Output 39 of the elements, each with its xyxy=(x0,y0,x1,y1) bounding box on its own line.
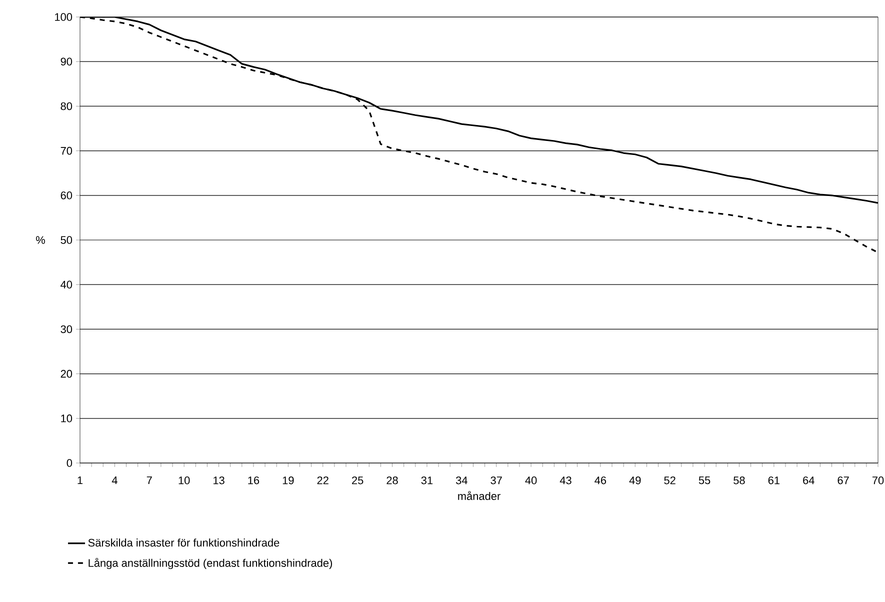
x-tick-label: 67 xyxy=(838,476,849,484)
y-tick-label: 40 xyxy=(60,280,72,288)
y-tick-label: 90 xyxy=(60,58,72,66)
x-tick-label: 58 xyxy=(734,476,745,484)
x-tick-label: 55 xyxy=(698,476,710,484)
x-tick-label: 52 xyxy=(664,476,676,484)
x-tick-label: 64 xyxy=(803,476,814,484)
legend-label: Långa anställningsstöd (endast funktionshindrade) xyxy=(88,558,332,570)
y-tick-label: 20 xyxy=(60,370,72,378)
y-tick-label: 0 xyxy=(66,459,72,467)
y-tick-label: 80 xyxy=(60,102,72,110)
x-tick-label: 25 xyxy=(352,476,364,484)
y-tick-label: 60 xyxy=(60,192,72,200)
legend-label: Särskilda insaster för funktionshindrade xyxy=(88,538,280,547)
x-tick-label: 19 xyxy=(282,476,294,484)
x-tick-label: 28 xyxy=(386,476,398,484)
y-tick-label: 50 xyxy=(60,236,72,244)
x-tick-label: 46 xyxy=(594,476,606,484)
y-tick-label: 10 xyxy=(61,414,72,422)
x-tick-label: 49 xyxy=(629,476,641,484)
x-tick-label: 1 xyxy=(78,476,83,484)
y-tick-label: 30 xyxy=(60,325,72,334)
x-tick-label: 34 xyxy=(456,476,468,484)
x-axis-title: månader xyxy=(458,491,500,500)
x-tick-label: 13 xyxy=(214,476,224,484)
x-tick-label: 61 xyxy=(768,476,780,484)
x-tick-label: 16 xyxy=(248,476,260,484)
y-tick-label: 100 xyxy=(55,13,72,21)
x-tick-label: 7 xyxy=(146,476,152,484)
x-tick-label: 43 xyxy=(560,476,572,484)
x-tick-label: 31 xyxy=(421,476,433,484)
x-tick-label: 22 xyxy=(317,476,328,484)
x-tick-label: 4 xyxy=(112,476,118,484)
x-tick-label: 10 xyxy=(178,476,190,484)
x-tick-label: 70 xyxy=(872,476,884,484)
x-tick-label: 37 xyxy=(490,476,502,484)
x-tick-label: 40 xyxy=(525,476,537,484)
y-axis-title: % xyxy=(36,236,45,244)
y-tick-label: 70 xyxy=(60,146,72,155)
